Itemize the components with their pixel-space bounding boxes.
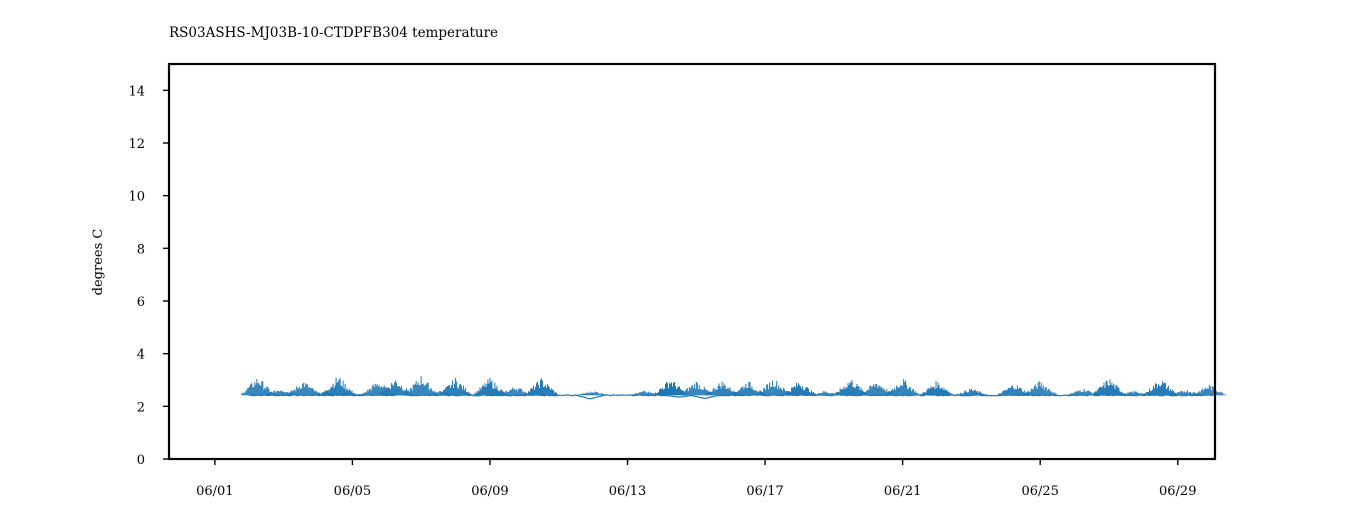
y-axis: 0 2 4 6 8 10 12 14 [128, 84, 169, 468]
spike-burst [1144, 381, 1178, 396]
spike-burst [525, 378, 559, 396]
chart-title: RS03ASHS-MJ03B-10-CTDPFB304 temperature [169, 25, 498, 41]
x-tick-label: 06/17 [746, 484, 783, 499]
spike-burst [834, 380, 868, 396]
spike-burst [757, 380, 791, 396]
x-tick-label: 06/01 [196, 484, 233, 499]
x-tick-label: 06/13 [609, 484, 646, 499]
y-tick-label: 6 [137, 295, 145, 310]
x-tick-label: 06/09 [471, 484, 508, 499]
spike-burst [920, 380, 954, 396]
spike-burst [1192, 385, 1226, 396]
spike-burst [1092, 379, 1126, 396]
spike-burst [782, 382, 816, 396]
plot-area [241, 376, 1226, 400]
plot-frame [167, 62, 1217, 461]
spike-burst [954, 388, 988, 396]
x-tick-label: 06/29 [1159, 484, 1196, 499]
spike-burst [321, 377, 355, 396]
spike-burst [576, 391, 610, 396]
spike-burst [287, 382, 321, 396]
y-tick-label: 14 [128, 84, 145, 99]
y-tick-label: 8 [137, 242, 145, 257]
x-tick-label: 06/21 [884, 484, 921, 499]
spike-burst [731, 381, 765, 396]
series-baseline [249, 394, 1214, 400]
spike-burst [808, 391, 842, 396]
y-tick-label: 2 [137, 400, 145, 415]
x-tick-label: 06/05 [334, 484, 371, 499]
spike-burst [1023, 381, 1057, 396]
spike-burst [886, 379, 920, 396]
y-tick-label: 12 [128, 137, 145, 152]
spike-burst [404, 376, 438, 396]
spike-burst [473, 377, 507, 396]
x-axis: 06/01 06/05 06/09 06/13 06/17 06/21 06/25 06/29 [196, 459, 1196, 499]
spike-burst [654, 381, 688, 396]
x-tick-label: 06/25 [1021, 484, 1058, 499]
y-tick-label: 4 [137, 348, 145, 363]
y-tick-label: 0 [137, 453, 145, 468]
spike-burst [439, 378, 473, 396]
spike-burst [705, 381, 739, 396]
y-axis-label: degrees C [91, 229, 106, 296]
y-tick-label: 10 [128, 190, 145, 205]
spike-burst [241, 379, 275, 396]
